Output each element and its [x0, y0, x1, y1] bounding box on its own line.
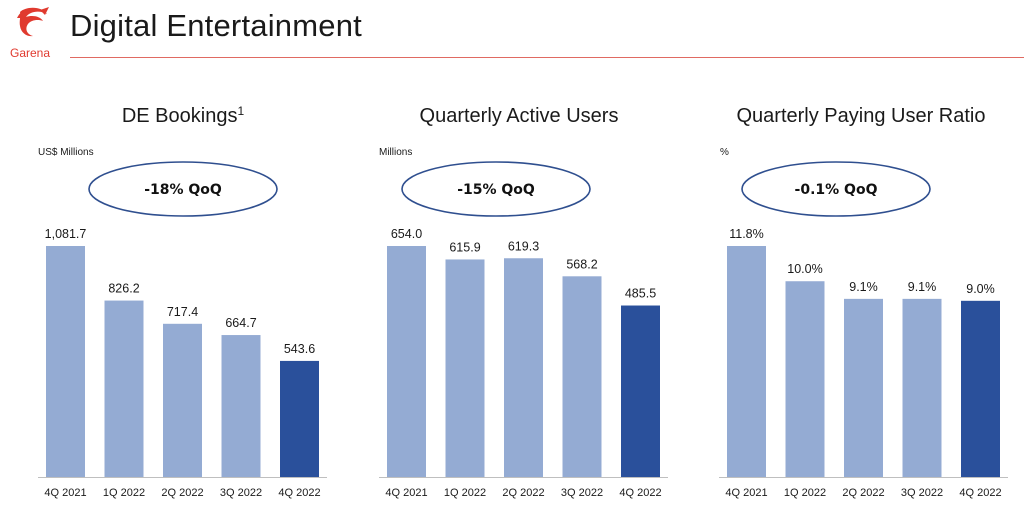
- bar-4q-2022: [621, 305, 660, 477]
- qoq-change-label: -0.1% QoQ: [795, 182, 878, 198]
- bar-1q-2022: [785, 281, 825, 477]
- unit-label: US$ Millions: [38, 147, 94, 158]
- qoq-ellipse: [88, 161, 278, 217]
- qoq-ellipse: [741, 161, 931, 217]
- data-label: 619.3: [508, 239, 539, 253]
- garena-logo-icon: [17, 7, 49, 37]
- x-tick-label: 4Q 2022: [619, 487, 661, 499]
- x-tick-label: 2Q 2022: [502, 487, 544, 499]
- data-label: 615.9: [449, 240, 480, 254]
- unit-label: Millions: [379, 147, 412, 158]
- x-tick-label: 3Q 2022: [561, 487, 603, 499]
- data-label: 11.8%: [729, 227, 764, 241]
- x-tick-label: 4Q 2021: [725, 487, 767, 499]
- data-label: 543.6: [284, 342, 315, 356]
- data-label: 568.2: [566, 257, 597, 271]
- data-label: 654.0: [391, 227, 422, 241]
- garena-logo: Garena: [6, 6, 62, 60]
- bar-4q-2021: [387, 246, 426, 477]
- chart-2: Quarterly Active Users Millions -15% QoQ 65…: [379, 105, 668, 499]
- chart-3: Quarterly Paying User Ratio% -0.1% QoQ 11.…: [719, 105, 1008, 499]
- data-label: 9.1%: [908, 280, 937, 294]
- x-tick-label: 4Q 2022: [278, 487, 320, 499]
- qoq-ellipse: [401, 161, 591, 217]
- data-label: 1,081.7: [45, 227, 87, 241]
- logo-text: Garena: [10, 46, 51, 60]
- bar-2q-2022: [163, 323, 202, 477]
- chart-title-superscript: 1: [237, 104, 244, 118]
- data-label: 717.4: [167, 305, 198, 319]
- x-tick-label: 4Q 2021: [44, 487, 86, 499]
- bar-1q-2022: [445, 259, 485, 477]
- bar-3q-2022: [221, 335, 261, 477]
- page-title: Digital Entertainment: [70, 8, 362, 43]
- data-label: 9.0%: [966, 282, 995, 296]
- x-tick-label: 1Q 2022: [103, 487, 145, 499]
- bar-4q-2022: [961, 300, 1000, 477]
- data-label: 485.5: [625, 287, 656, 301]
- bar-3q-2022: [562, 276, 602, 477]
- qoq-change-label: -18% QoQ: [144, 182, 222, 198]
- x-tick-label: 1Q 2022: [784, 487, 826, 499]
- x-tick-label: 2Q 2022: [842, 487, 884, 499]
- bar-4q-2021: [46, 246, 85, 477]
- bar-1q-2022: [104, 300, 144, 477]
- qoq-change-label: -15% QoQ: [457, 182, 535, 198]
- unit-label: %: [720, 147, 729, 158]
- data-label: 664.7: [225, 316, 256, 330]
- bar-3q-2022: [902, 298, 942, 477]
- data-label: 10.0%: [787, 262, 822, 276]
- chart-title: Quarterly Paying User Ratio: [737, 105, 986, 127]
- x-tick-label: 4Q 2021: [385, 487, 427, 499]
- data-label: 826.2: [108, 282, 139, 296]
- x-tick-label: 3Q 2022: [220, 487, 262, 499]
- x-tick-label: 3Q 2022: [901, 487, 943, 499]
- x-tick-label: 2Q 2022: [161, 487, 203, 499]
- chart-1: DE Bookings1 US$ Millions -18% QoQ 1,081.7 4…: [38, 104, 327, 499]
- chart-title: Quarterly Active Users: [420, 105, 619, 127]
- x-tick-label: 1Q 2022: [444, 487, 486, 499]
- header-divider: [70, 57, 1024, 58]
- chart-title: DE Bookings1: [122, 104, 245, 127]
- data-label: 9.1%: [849, 280, 878, 294]
- bar-4q-2022: [280, 360, 319, 477]
- x-tick-label: 4Q 2022: [959, 487, 1001, 499]
- bar-4q-2021: [727, 246, 766, 477]
- bar-2q-2022: [844, 298, 883, 477]
- bar-2q-2022: [504, 258, 543, 477]
